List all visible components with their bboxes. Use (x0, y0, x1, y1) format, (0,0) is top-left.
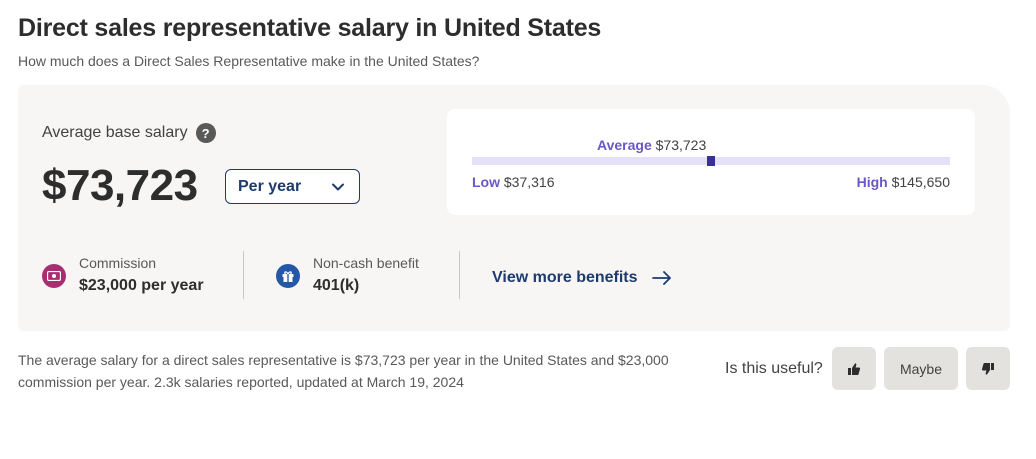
salary-card: Average base salary ? $73,723 Per year A… (18, 85, 1010, 331)
thumbs-up-button[interactable] (832, 347, 876, 390)
range-average-label: Average (597, 137, 652, 153)
non-cash-benefit-label: Non-cash benefit (313, 255, 419, 271)
gift-icon (276, 264, 300, 288)
thumbs-up-icon (848, 362, 861, 375)
money-icon (42, 264, 66, 288)
thumbs-down-button[interactable] (966, 347, 1010, 390)
thumbs-down-icon (981, 362, 994, 375)
range-high-label: High (856, 174, 888, 190)
commission-benefit: Commission $23,000 per year (42, 255, 204, 295)
range-average: Average $73,723 (597, 137, 706, 153)
view-more-benefits-link[interactable]: View more benefits (492, 269, 672, 287)
benefit-divider (459, 251, 460, 299)
average-marker (707, 156, 715, 166)
range-low-label: Low (472, 174, 500, 190)
range-low: Low $37,316 (472, 174, 555, 190)
commission-value: $23,000 per year (79, 277, 204, 294)
help-icon[interactable]: ? (195, 123, 216, 143)
average-salary-label: Average base salary ? (42, 123, 216, 143)
commission-label: Commission (79, 255, 157, 271)
period-select[interactable]: Per year (225, 169, 360, 204)
benefit-divider (243, 251, 244, 299)
period-select-value: Per year (238, 177, 302, 195)
maybe-button[interactable]: Maybe (884, 347, 958, 390)
non-cash-benefit-value: 401(k) (313, 277, 360, 294)
chevron-down-icon (332, 183, 344, 190)
feedback-question: Is this useful? (725, 360, 823, 377)
range-low-value: $37,316 (503, 174, 555, 190)
salary-footnote: The average salary for a direct sales re… (18, 352, 669, 390)
average-salary-label-text: Average base salary (42, 124, 188, 141)
range-average-value: $73,723 (655, 137, 707, 153)
arrow-right-icon (651, 271, 671, 285)
range-high-value: $145,650 (891, 174, 950, 190)
range-high: High $145,650 (857, 174, 950, 190)
page-subtitle: How much does a Direct Sales Representat… (18, 53, 480, 69)
view-more-benefits-text: View more benefits (492, 269, 638, 286)
page-title: Direct sales representative salary in Un… (18, 14, 602, 42)
salary-range-box: Average $73,723 Low $37,316 High $145,65… (447, 109, 975, 215)
average-salary-value: $73,723 (42, 161, 198, 210)
salary-range-bar (472, 156, 950, 166)
non-cash-benefit: Non-cash benefit 401(k) (276, 255, 419, 295)
